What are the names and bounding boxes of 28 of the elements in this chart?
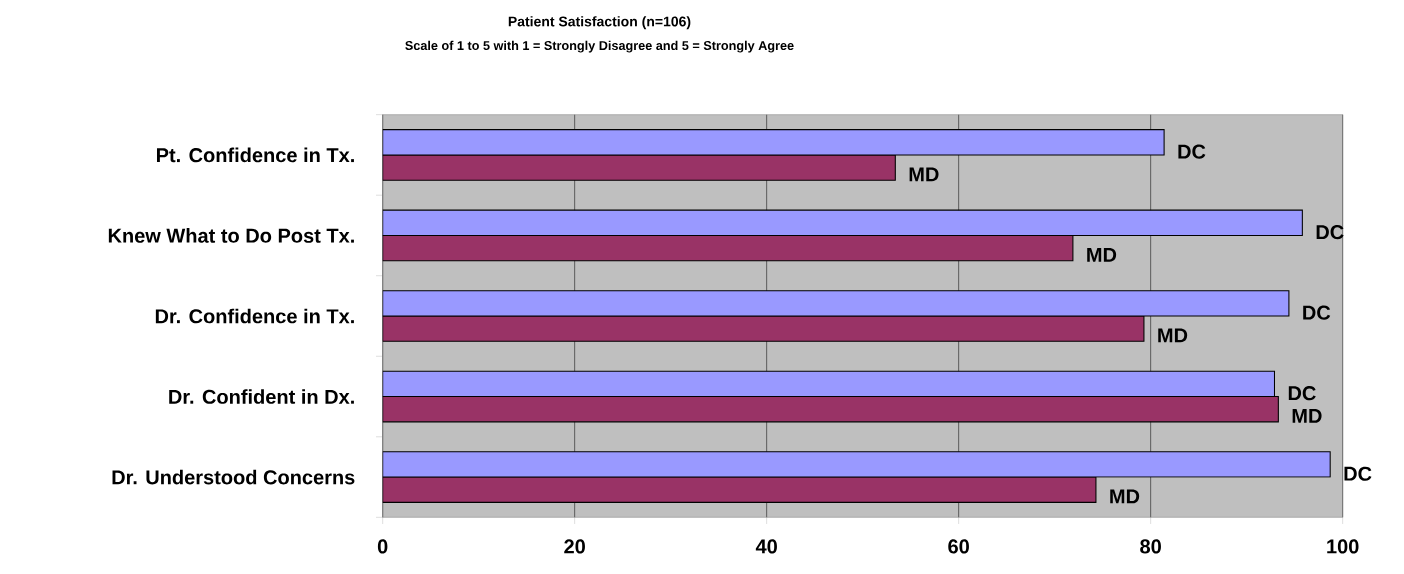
text: MD <box>1110 489 1140 504</box>
text: MD <box>1087 247 1117 262</box>
y-tick-label: Dr. Understood Concerns <box>112 469 355 485</box>
chart-subtitle: Scale of 1 to 5 with 1 = Strongly Disagree and 5 = Strongly Agree <box>405 40 794 53</box>
x-tick-label: 80 <box>1140 539 1161 554</box>
x-tick-label: 20 <box>564 539 585 554</box>
series-label: DC <box>1303 305 1331 320</box>
bar <box>382 209 1303 236</box>
bar <box>382 290 1290 317</box>
x-tick-label: 40 <box>755 539 777 554</box>
chart-title: Patient Satisfaction (n=106) <box>508 16 691 30</box>
x-tick-label: 0 <box>377 539 388 554</box>
text: DC <box>1178 144 1206 159</box>
bar <box>382 129 1165 156</box>
y-tick-label: Dr. Confidence in Tx. <box>155 308 354 324</box>
y-tick-label: Dr. Confident in Dx. <box>169 389 354 404</box>
series-label: MD <box>909 167 939 182</box>
text: DC <box>1288 386 1316 401</box>
x-tick-label: 100 <box>1327 539 1359 554</box>
bar <box>382 370 1276 398</box>
text: MD <box>1158 328 1188 343</box>
text: MD <box>1292 408 1322 423</box>
y-tick-label: Knew What to Do Post Tx. <box>108 228 354 243</box>
bar <box>382 451 1331 478</box>
y-tick-label: Pt. Confidence in Tx. <box>156 147 354 163</box>
x-tick-label: 60 <box>948 539 969 554</box>
text: DC <box>1316 225 1344 240</box>
text: DC <box>1344 466 1372 481</box>
